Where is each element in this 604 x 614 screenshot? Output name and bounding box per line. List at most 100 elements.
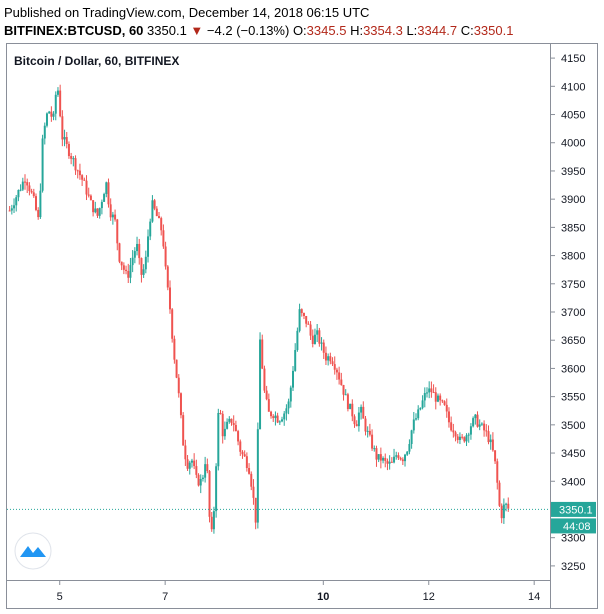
- y-tick-label: 3600: [561, 363, 585, 375]
- candle-body: [26, 182, 29, 186]
- candle-body: [289, 387, 292, 402]
- candle-body: [324, 352, 327, 361]
- candle-body: [366, 430, 369, 432]
- candle-body: [342, 384, 345, 395]
- price-axis[interactable]: 3250330033503400345035003550360036503700…: [550, 53, 585, 573]
- candle-body: [261, 339, 264, 369]
- candle-body: [171, 309, 174, 339]
- candle-body: [230, 418, 233, 424]
- candle-body: [355, 424, 358, 427]
- candle-body: [133, 251, 136, 258]
- candle-body: [489, 439, 492, 443]
- candle-body: [285, 408, 288, 414]
- candle-body: [316, 330, 319, 335]
- down-triangle-icon: ▼: [190, 23, 204, 38]
- x-tick-label: 7: [162, 591, 168, 603]
- candle-body: [494, 450, 497, 462]
- candle-body: [107, 182, 110, 205]
- candle-body: [472, 418, 475, 427]
- candle-body: [8, 210, 11, 212]
- candle-body: [349, 403, 352, 410]
- candle-body: [498, 482, 501, 506]
- candle-body: [228, 418, 231, 422]
- candle-body: [140, 258, 143, 275]
- candle-body: [452, 430, 455, 433]
- candle-body: [428, 388, 431, 393]
- candle-body: [212, 511, 215, 530]
- y-tick-label: 4100: [561, 81, 585, 93]
- candle-body: [412, 419, 415, 431]
- candle-body: [353, 416, 356, 425]
- candle-body: [234, 424, 237, 432]
- candle-body: [168, 287, 171, 310]
- countdown-badge-text: 44:08: [563, 521, 591, 533]
- candle-body: [441, 400, 444, 402]
- y-tick-label: 3650: [561, 335, 585, 347]
- x-tick-label: 5: [57, 591, 63, 603]
- open-label: O:: [292, 23, 307, 38]
- countdown-badge: 44:08: [551, 518, 596, 534]
- candle-body: [182, 415, 185, 446]
- candle-body: [250, 473, 253, 487]
- candle-body: [41, 138, 44, 191]
- candle-body: [265, 390, 268, 400]
- candle-body: [458, 436, 461, 440]
- candle-body: [309, 324, 312, 336]
- candle-body: [118, 243, 121, 262]
- candle-body: [70, 156, 73, 159]
- candle-body: [454, 432, 457, 437]
- candle-body: [96, 208, 99, 216]
- tradingview-logo-icon[interactable]: [14, 532, 52, 570]
- candle-body: [50, 111, 53, 117]
- candle-body: [491, 439, 494, 451]
- low-label: L:: [406, 23, 418, 38]
- candle-body: [500, 505, 503, 519]
- pane-title: Bitcoin / Dollar, 60, BITFINEX: [14, 54, 180, 68]
- candle-body: [318, 330, 321, 344]
- candle-body: [219, 412, 222, 414]
- candle-body: [252, 486, 255, 498]
- candle-body: [307, 323, 310, 325]
- candle-body: [254, 497, 257, 523]
- candle-body: [39, 190, 42, 218]
- candle-body: [465, 435, 468, 442]
- candle-body: [19, 189, 22, 191]
- candle-body: [327, 356, 330, 361]
- y-tick-label: 3700: [561, 307, 585, 319]
- candle-body: [281, 419, 284, 422]
- price-badge: 3350.1: [551, 501, 596, 517]
- candle-body: [94, 208, 97, 213]
- candle-body: [215, 466, 218, 512]
- candle-body: [287, 401, 290, 409]
- candle-body: [153, 200, 156, 209]
- candle-body: [197, 474, 200, 486]
- candle-body: [144, 256, 147, 270]
- candle-body: [67, 143, 70, 157]
- candle-body: [87, 194, 90, 196]
- candle-body: [177, 377, 180, 394]
- candle-body: [105, 182, 108, 195]
- candle-body: [406, 451, 409, 455]
- candle-body: [208, 471, 211, 517]
- candle-body: [17, 190, 20, 198]
- candle-body: [283, 413, 286, 420]
- candle-body: [179, 393, 182, 416]
- candle-body: [15, 197, 18, 206]
- candle-body: [329, 356, 332, 362]
- candle-body: [377, 454, 380, 460]
- candle-body: [160, 218, 163, 231]
- candle-body: [478, 424, 481, 427]
- candle-body: [37, 209, 40, 218]
- candle-body: [410, 430, 413, 445]
- time-axis[interactable]: 5 7 10 12 14: [57, 580, 541, 603]
- candle-body: [476, 414, 479, 427]
- candle-body: [300, 309, 303, 314]
- candle-body: [450, 422, 453, 431]
- candle-body: [48, 111, 51, 114]
- candle-body: [98, 208, 101, 216]
- candle-body: [467, 434, 470, 436]
- candle-body: [226, 421, 229, 429]
- y-tick-label: 4150: [561, 53, 585, 65]
- candle-body: [166, 266, 169, 288]
